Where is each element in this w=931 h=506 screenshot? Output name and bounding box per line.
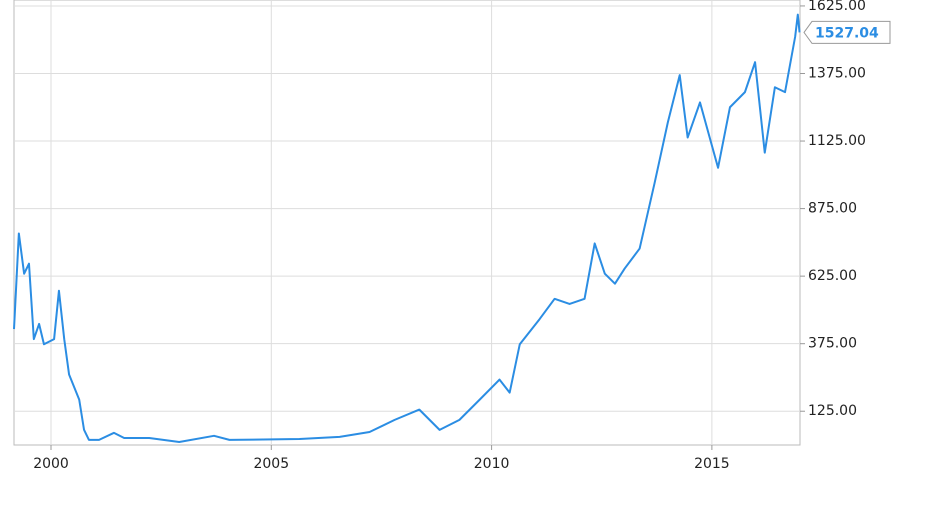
plot-area: [13, 0, 801, 446]
y-tick-label: 1125.00: [808, 133, 866, 149]
y-tick-label: 1375.00: [808, 65, 866, 81]
last-value-label: 1527.04: [815, 25, 879, 41]
y-tick-label: 875.00: [808, 201, 857, 217]
y-tick-label: 125.00: [808, 403, 857, 419]
y-tick-label: 1625.00: [808, 0, 866, 14]
price-line: [13, 13, 801, 444]
x-tick-label: 2015: [694, 456, 730, 472]
x-tick-label: 2010: [474, 456, 510, 472]
x-tick-label: 2000: [33, 456, 69, 472]
y-tick-label: 625.00: [808, 268, 857, 284]
x-tick-label: 2005: [253, 456, 289, 472]
y-tick-label: 375.00: [808, 336, 857, 352]
last-value-flag: [803, 20, 891, 44]
